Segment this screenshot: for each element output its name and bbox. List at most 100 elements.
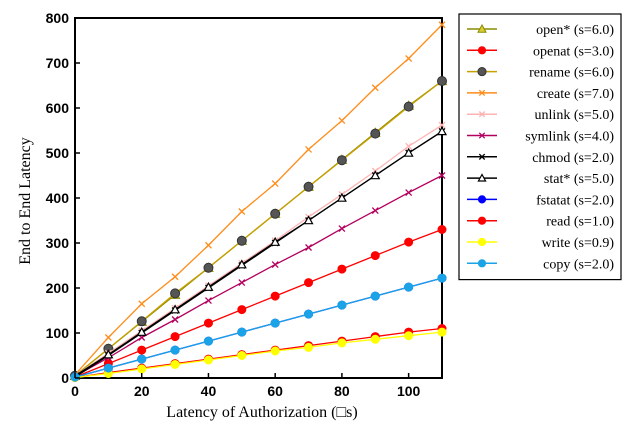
y-tick-label: 700 <box>46 55 70 71</box>
data-point <box>136 326 147 336</box>
legend-label: open* (s=6.0) <box>536 23 614 38</box>
data-point <box>270 291 280 301</box>
data-point <box>437 273 447 283</box>
data-point <box>370 291 380 301</box>
data-point <box>370 334 380 344</box>
data-point <box>203 318 213 328</box>
y-tick-label: 200 <box>46 280 70 296</box>
x-tick-label: 60 <box>267 383 283 399</box>
series-line <box>74 331 443 379</box>
data-point <box>203 355 213 365</box>
legend-marker <box>478 89 486 97</box>
data-point <box>270 346 280 356</box>
legend-marker <box>477 237 487 247</box>
data-point <box>403 101 414 112</box>
data-point-b <box>204 297 212 305</box>
data-point <box>338 117 346 125</box>
legend-marker <box>478 111 486 118</box>
legend-item: copy (s=2.0) <box>467 257 614 272</box>
data-point <box>204 297 212 305</box>
data-point <box>437 327 447 337</box>
data-point-b <box>371 207 379 215</box>
data-point <box>203 262 214 273</box>
legend-label: read (s=1.0) <box>546 215 614 230</box>
data-point <box>337 264 347 274</box>
series-line <box>74 174 443 377</box>
data-point-b <box>305 145 313 153</box>
data-point <box>404 237 414 247</box>
data-point <box>437 76 447 86</box>
data-point-b <box>438 21 446 29</box>
legend-label: unlink (s=5.0) <box>535 108 615 123</box>
legend-item: write (s=0.9) <box>467 236 614 251</box>
legend-marker <box>477 23 487 33</box>
data-point <box>371 207 379 215</box>
data-point <box>370 170 381 180</box>
series-1 <box>70 225 447 382</box>
series-line <box>74 327 443 379</box>
data-point <box>370 128 381 139</box>
legend-marker-b <box>478 132 486 139</box>
data-point-b <box>405 142 413 150</box>
data-point <box>305 145 313 153</box>
series-10 <box>70 327 447 383</box>
data-point <box>404 282 414 292</box>
series-5 <box>74 172 446 377</box>
y-tick-label: 600 <box>46 100 70 116</box>
data-point <box>103 349 114 359</box>
data-point-b <box>271 180 279 188</box>
data-point <box>203 336 213 346</box>
series-3 <box>74 21 446 376</box>
data-point <box>405 189 413 197</box>
data-point-b <box>104 334 112 341</box>
data-point <box>438 121 446 129</box>
data-point <box>271 261 279 269</box>
legend-marker <box>477 216 487 225</box>
data-point <box>236 259 247 269</box>
x-tick-label: 0 <box>71 383 79 399</box>
data-point <box>236 235 247 246</box>
data-point <box>237 351 247 360</box>
data-point <box>171 316 179 323</box>
data-point <box>171 273 179 281</box>
data-point-b <box>238 208 246 215</box>
legend-marker <box>477 195 487 204</box>
series-line <box>74 124 443 377</box>
data-point <box>337 300 347 310</box>
data-point <box>405 55 413 62</box>
data-point-b <box>305 244 313 251</box>
legend-item: symlink (s=4.0) <box>467 130 614 145</box>
legend: open* (s=6.0) openat (s=3.0) rename (s=6.0… <box>458 13 622 281</box>
y-tick-label: 400 <box>46 190 70 206</box>
legend-item: rename (s=6.0) <box>467 66 614 81</box>
data-point-b <box>438 172 446 179</box>
legend-label: openat (s=3.0) <box>533 44 614 59</box>
legend-item: read (s=1.0) <box>467 215 614 230</box>
data-point <box>304 278 314 288</box>
data-point <box>136 316 147 327</box>
data-point-b <box>171 273 179 281</box>
x-tick-label: 80 <box>334 383 350 399</box>
data-point <box>270 208 281 219</box>
data-point-b <box>371 84 379 92</box>
data-point <box>337 338 347 348</box>
data-point <box>170 360 180 369</box>
y-axis-ticks: 0 100 200 300 400 500 600 700 800 <box>46 10 80 386</box>
x-tick-label: 40 <box>201 383 217 399</box>
data-point <box>103 363 113 373</box>
series-line <box>74 277 443 378</box>
legend-item: fstatat (s=2.0) <box>467 193 614 208</box>
legend-marker <box>477 173 487 182</box>
legend-label: create (s=7.0) <box>537 87 614 102</box>
legend-marker-b <box>478 89 486 97</box>
data-point <box>403 147 414 157</box>
legend-label: symlink (s=4.0) <box>525 130 614 145</box>
y-tick-label: 500 <box>46 145 70 161</box>
data-point <box>336 192 347 202</box>
data-point <box>336 155 347 166</box>
legend-marker-b <box>478 153 486 160</box>
data-point <box>204 241 212 249</box>
series-line <box>74 24 443 376</box>
legend-label: chmod (s=2.0) <box>532 151 614 166</box>
